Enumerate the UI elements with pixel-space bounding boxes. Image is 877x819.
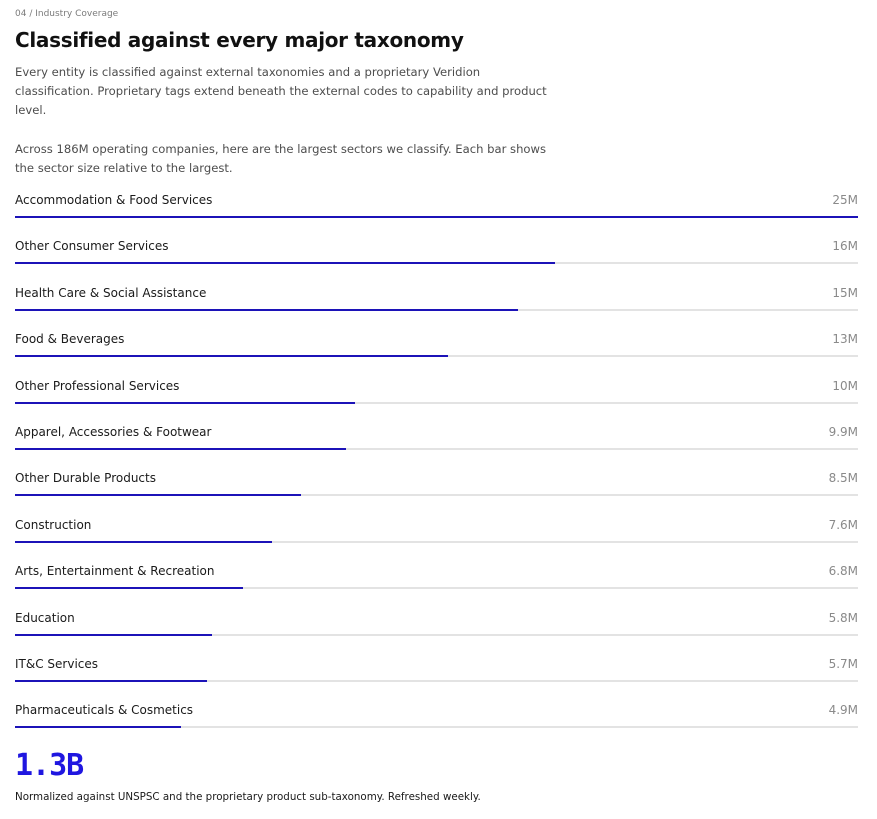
bar-track (15, 494, 858, 497)
bar-label: IT&C Services (15, 656, 99, 671)
bar-track (15, 447, 858, 450)
sector-bar-chart: Accommodation & Food Services 25M Other Co… (15, 188, 858, 745)
bar-label: Apparel, Accessories & Footwear (15, 424, 212, 439)
bar-label: Other Durable Products (15, 471, 156, 486)
chart-row: Construction 7.6M (15, 513, 858, 559)
bar-value-label: 13M (832, 332, 858, 347)
bar-track (15, 355, 858, 358)
bar-value-label: 6.8M (828, 564, 858, 579)
bar-value-label: 25M (832, 193, 858, 207)
bar-value-label: 8.5M (828, 471, 858, 486)
bar-label: Other Professional Services (15, 378, 180, 393)
chart-row: IT&C Services 5.7M (15, 652, 858, 698)
bar-label: Construction (15, 517, 92, 532)
bar-track (15, 633, 858, 636)
bar-track (15, 308, 858, 311)
chart-intro: Across 186M operating companies, here ar… (15, 142, 547, 175)
bar-label: Pharmaceuticals & Cosmetics (15, 703, 194, 718)
bar-fill (15, 447, 347, 450)
bar-fill (15, 262, 555, 265)
chart-row: Other Professional Services 10M (15, 374, 858, 420)
bar-label: Health Care & Social Assistance (15, 285, 207, 300)
chart-row: Health Care & Social Assistance 15M (15, 281, 858, 327)
bar-value-label: 7.6M (828, 517, 858, 532)
section-eyebrow: 04 / Industry Coverage (15, 9, 119, 19)
bar-fill (15, 355, 449, 358)
bar-fill (15, 494, 301, 497)
bar-label: Accommodation & Food Services (15, 193, 213, 207)
bar-track (15, 587, 858, 590)
chart-row: Other Durable Products 8.5M (15, 466, 858, 512)
bar-label: Other Consumer Services (15, 239, 169, 254)
bar-track (15, 216, 858, 218)
bar-value-label: 9.9M (828, 424, 858, 439)
bar-fill (15, 726, 182, 729)
bar-track (15, 262, 858, 265)
bar-fill (15, 308, 519, 311)
bar-value-label: 16M (832, 239, 858, 254)
bar-track (15, 540, 858, 543)
bar-value-label: 5.7M (828, 656, 858, 671)
bar-label: Food & Beverages (15, 332, 125, 347)
chart-row: Accommodation & Food Services 25M (15, 188, 858, 234)
bar-fill (15, 587, 243, 590)
bar-track (15, 679, 858, 682)
bar-fill (15, 679, 208, 682)
chart-row: Education 5.8M (15, 606, 858, 652)
bar-fill (15, 401, 355, 404)
bar-value-label: 15M (832, 285, 858, 300)
chart-row: Apparel, Accessories & Footwear 9.9M (15, 420, 858, 466)
bar-fill (15, 540, 273, 543)
bar-value-label: 4.9M (828, 703, 858, 718)
bar-value-label: 10M (832, 378, 858, 393)
bar-label: Arts, Entertainment & Recreation (15, 564, 215, 579)
bar-track (15, 401, 858, 404)
bar-value-label: 5.8M (828, 610, 858, 625)
chart-row: Food & Beverages 13M (15, 327, 858, 373)
stat-value: 1.3B (15, 748, 84, 783)
bar-fill (15, 633, 213, 636)
chart-row: Arts, Entertainment & Recreation 6.8M (15, 559, 858, 605)
bar-label: Education (15, 610, 75, 625)
section-title: Classified against every major taxonomy (15, 28, 464, 52)
section-description: Every entity is classified against exter… (15, 65, 547, 117)
stat-caption: Normalized against UNSPSC and the propri… (15, 791, 481, 803)
chart-row: Other Consumer Services 16M (15, 234, 858, 280)
chart-row: Pharmaceuticals & Cosmetics 4.9M (15, 698, 858, 744)
bar-track (15, 726, 858, 729)
bar-fill (15, 216, 858, 218)
